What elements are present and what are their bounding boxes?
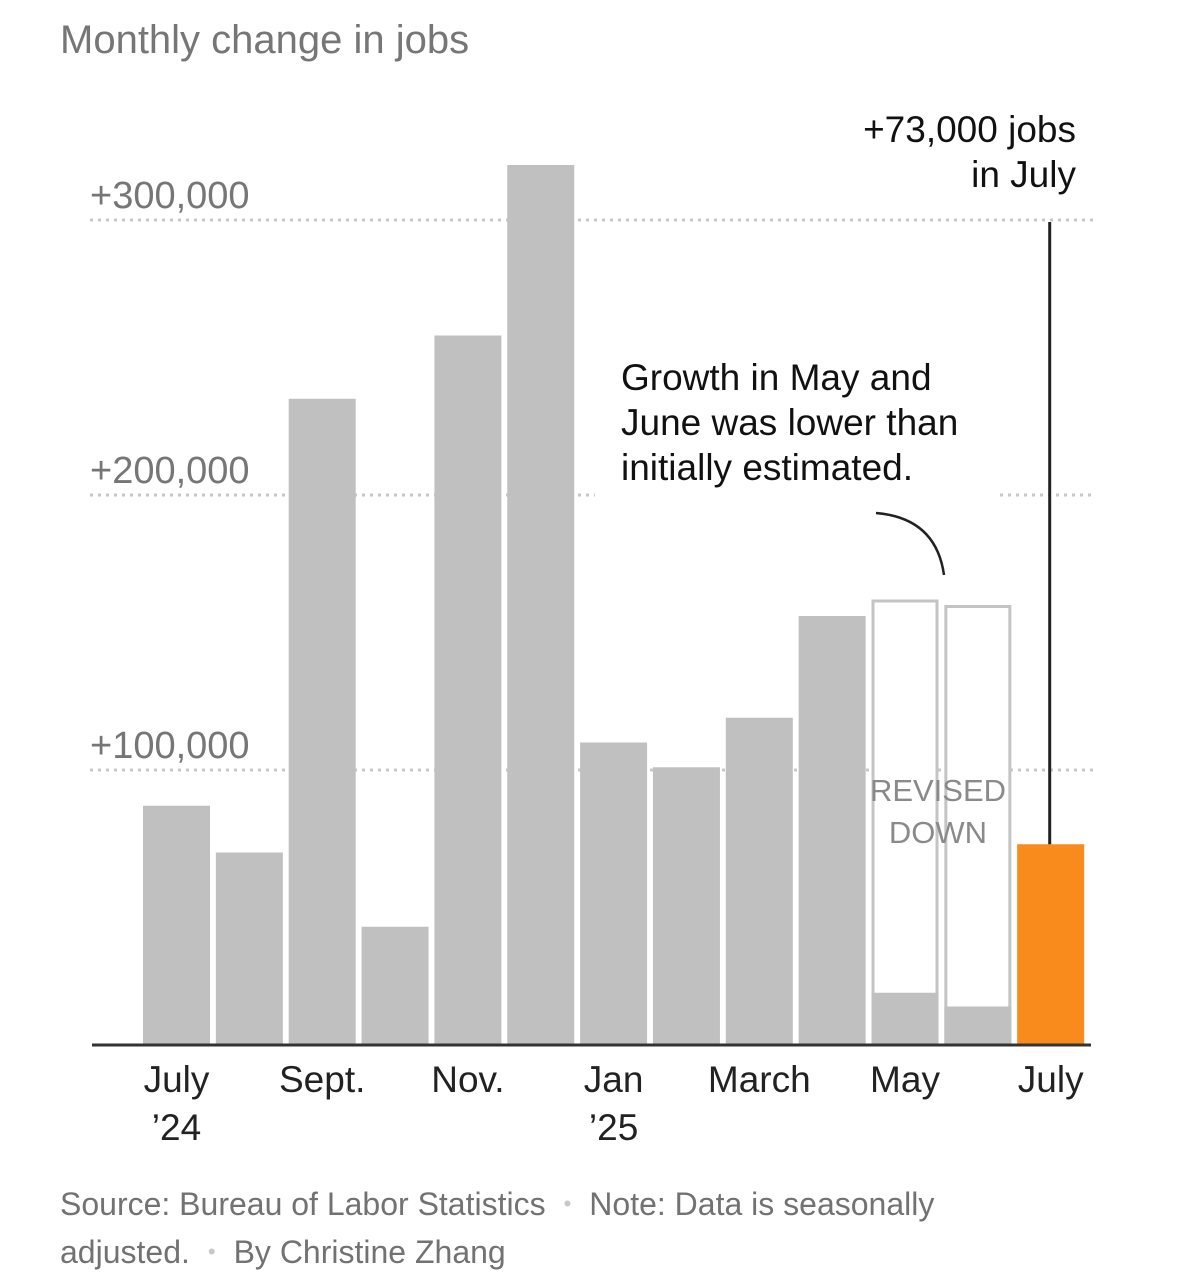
x-tick-label: Jan ’25 <box>584 1059 644 1148</box>
revised-outline-bar <box>871 599 939 1045</box>
latest-annotation: +73,000 jobs in July <box>863 109 1076 195</box>
separator-dot: • <box>563 1191 572 1216</box>
bar <box>652 767 720 1045</box>
bar <box>725 717 793 1045</box>
x-tick-label: July ’24 <box>144 1059 210 1148</box>
x-tick-label: Nov. <box>431 1059 504 1100</box>
revision-pointer-arc <box>875 511 946 576</box>
bar <box>288 398 356 1045</box>
bar <box>798 616 866 1045</box>
gridlines: +100,000 +200,000 +300,000 <box>90 175 1093 772</box>
x-tick-label: March <box>708 1059 811 1100</box>
byline: By Christine Zhang <box>233 1234 506 1270</box>
revised-outline-bar <box>944 605 1012 1045</box>
x-tick-label: Sept. <box>279 1059 365 1100</box>
revised-down-label: REVISED DOWN <box>870 773 1006 850</box>
y-tick-label: +100,000 <box>90 725 250 767</box>
bar-highlight <box>1017 844 1085 1045</box>
bar <box>361 926 429 1045</box>
y-tick-label: +200,000 <box>90 450 250 492</box>
source-note: Source: Bureau of Labor Statistics <box>60 1186 546 1222</box>
revision-annotation: Growth in May and June was lower than init… <box>621 357 958 488</box>
bar <box>215 852 283 1045</box>
y-tick-label: +300,000 <box>90 175 250 217</box>
bars <box>143 165 1085 1045</box>
bar <box>507 165 575 1045</box>
chart-footer: Source: Bureau of Labor Statistics • Note:… <box>60 1180 1120 1276</box>
bar <box>143 805 210 1045</box>
x-tick-label: May <box>870 1059 940 1100</box>
bar <box>580 742 648 1045</box>
chart-plot: +100,000 +200,000 +300,000 July ’24 Sept. Nov… <box>90 109 1093 1148</box>
annotations: +73,000 jobs in July Growth in May and June… <box>621 109 1076 850</box>
x-tick-labels: July ’24 Sept. Nov. Jan ’25 March May July <box>144 1059 1084 1148</box>
separator-dot: • <box>207 1239 216 1264</box>
data-note: Note: Data is seasonally adjusted. <box>60 1186 935 1270</box>
bar <box>434 335 502 1045</box>
bar <box>944 1006 1012 1045</box>
chart-title: Monthly change in jobs <box>60 18 470 62</box>
bar <box>871 992 939 1045</box>
x-tick-label: July <box>1018 1059 1084 1100</box>
